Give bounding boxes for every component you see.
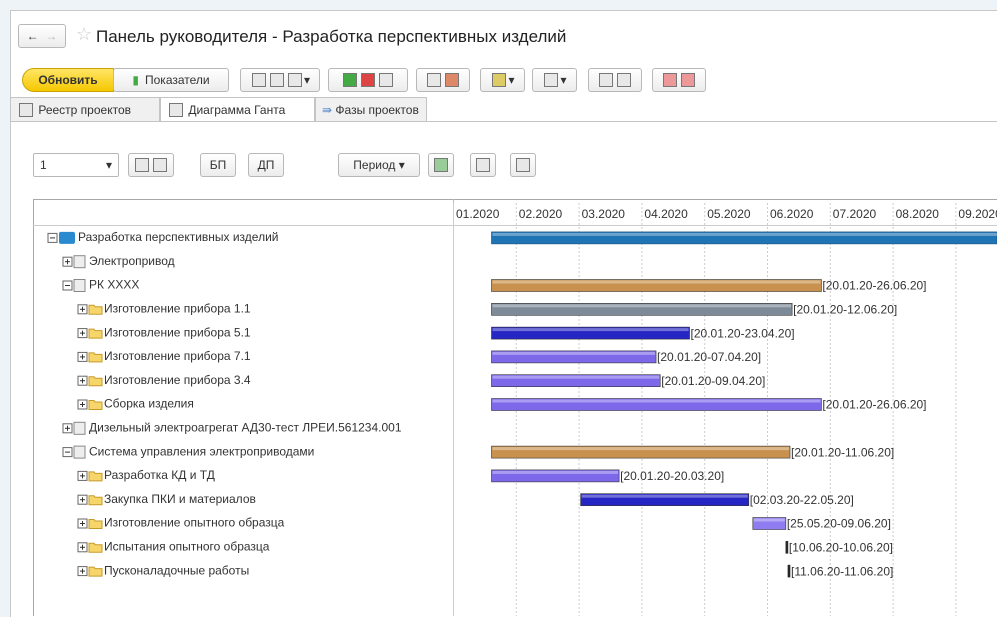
doc-icon	[74, 446, 85, 458]
project-icon	[59, 232, 75, 244]
refresh-button[interactable]: Обновить	[22, 68, 114, 92]
bar-shine	[492, 447, 789, 450]
bar-shine	[492, 233, 997, 236]
favorite-star[interactable]: ☆	[76, 24, 92, 45]
task-name: Изготовление прибора 7.1	[104, 349, 251, 363]
bar-label: [20.01.20-26.06.20]	[822, 279, 926, 293]
print-button[interactable]	[470, 153, 496, 177]
bar-shine	[492, 352, 655, 355]
tool-group[interactable]: ▾	[240, 68, 320, 92]
month-label: 09.2020	[958, 207, 997, 221]
tool-group[interactable]	[588, 68, 642, 92]
tool-group[interactable]	[652, 68, 706, 92]
dp-button[interactable]: ДП	[248, 153, 284, 177]
month-label: 07.2020	[833, 207, 877, 221]
bar-shine	[492, 281, 820, 284]
bar-label: [20.01.20-07.04.20]	[657, 350, 761, 364]
sort-buttons[interactable]	[128, 153, 174, 177]
task-name: Закупка ПКИ и материалов	[104, 492, 256, 506]
bar-label: [20.01.20-12.06.20]	[793, 302, 897, 316]
tab-text: Фазы проектов	[335, 103, 418, 117]
tab-text: Реестр проектов	[38, 103, 131, 117]
nav-buttons[interactable]: ← →	[18, 24, 66, 48]
bar-label: [20.01.20-26.06.20]	[822, 398, 926, 412]
doc-icon	[74, 280, 85, 292]
task-name: Изготовление опытного образца	[104, 516, 285, 530]
tab-line	[10, 121, 997, 122]
bar-shine	[492, 400, 820, 403]
task-name: Разработка перспективных изделий	[78, 230, 278, 244]
folder-icon	[89, 305, 102, 314]
task-name: Система управления электроприводами	[89, 444, 314, 458]
tab[interactable]: ⇛ Фазы проектов	[315, 97, 427, 122]
task-name: Дизельный электроагрегат АД30-тест ЛРЕИ.…	[89, 420, 402, 434]
indicators-button[interactable]: ▮Показатели	[113, 68, 229, 92]
folder-icon	[89, 567, 102, 576]
task-name: Испытания опытного образца	[104, 539, 270, 553]
period-button[interactable]: Период ▾	[338, 153, 420, 177]
folder-icon	[89, 377, 102, 386]
folder-icon	[89, 472, 102, 481]
bp-button[interactable]: БП	[200, 153, 236, 177]
month-label: 05.2020	[707, 207, 751, 221]
bar-shine	[492, 328, 688, 331]
month-label: 08.2020	[896, 207, 940, 221]
gantt-chart: 01.2020 02.2020 03.2020 04.2020 05.2020 06.20…	[33, 199, 997, 616]
folder-icon	[89, 543, 102, 552]
bar-shine	[492, 376, 659, 379]
bar-label: [11.06.20-11.06.20]	[791, 564, 893, 578]
bar-label: [20.01.20-11.06.20]	[791, 445, 894, 459]
bar-label: [20.01.20-09.04.20]	[661, 374, 765, 388]
folder-icon	[89, 329, 102, 338]
folder-icon	[89, 401, 102, 410]
bar-shine	[582, 495, 748, 498]
task-name: Изготовление прибора 3.4	[104, 373, 251, 387]
task-name: РК XXXX	[89, 278, 139, 292]
folder-icon	[89, 496, 102, 505]
month-label: 03.2020	[582, 207, 626, 221]
tab-text: Диаграмма Ганта	[188, 103, 285, 117]
bar-label: [20.01.20-23.04.20]	[691, 326, 795, 340]
tool-button[interactable]	[428, 153, 454, 177]
tab-active[interactable]: Диаграмма Ганта	[160, 97, 315, 122]
doc-icon	[74, 422, 85, 434]
task-name: Изготовление прибора 5.1	[104, 325, 251, 339]
task-name: Разработка КД и ТД	[104, 468, 215, 482]
task-name: Электропривод	[89, 254, 175, 268]
period-text: Период	[353, 158, 395, 172]
folder-icon	[89, 520, 102, 529]
level-value: 1	[40, 158, 47, 172]
window-title: Панель руководителя - Разработка перспек…	[96, 27, 566, 47]
folder-icon	[89, 353, 102, 362]
task-name: Сборка изделия	[104, 397, 194, 411]
bar-label: [20.01.20-20.03.20]	[620, 469, 724, 483]
bar-label: [02.03.20-22.05.20]	[750, 493, 854, 507]
task-name: Пусконаладочные работы	[104, 563, 249, 577]
tool-button[interactable]	[510, 153, 536, 177]
bar-shine	[492, 471, 618, 474]
bar-label: [25.05.20-09.06.20]	[787, 517, 891, 531]
task-name: Изготовление прибора 1.1	[104, 301, 251, 315]
tool-button[interactable]: ▾	[532, 68, 577, 92]
month-label: 01.2020	[456, 207, 500, 221]
doc-icon	[74, 256, 85, 268]
level-field[interactable]: 1▾	[33, 153, 119, 177]
tool-group[interactable]	[328, 68, 408, 92]
month-label: 06.2020	[770, 207, 814, 221]
bar-shine	[492, 304, 791, 307]
month-label: 02.2020	[519, 207, 563, 221]
tool-button[interactable]: ▾	[480, 68, 525, 92]
indicators-text: Показатели	[145, 73, 210, 87]
bar-label: [10.06.20-10.06.20]	[789, 540, 893, 554]
tab[interactable]: Реестр проектов	[10, 97, 160, 122]
month-label: 04.2020	[644, 207, 688, 221]
tool-group[interactable]	[416, 68, 470, 92]
bar-shine	[754, 519, 785, 522]
